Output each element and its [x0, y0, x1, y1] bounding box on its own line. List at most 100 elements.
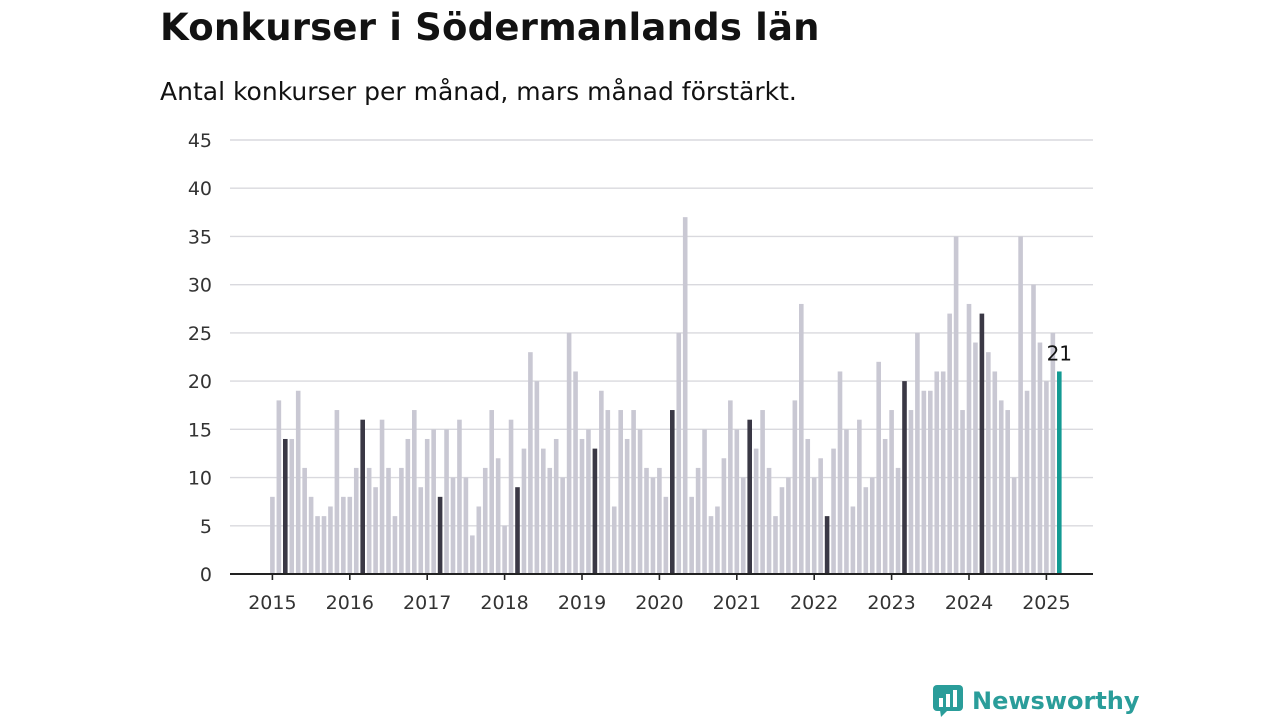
y-tick-label: 0: [200, 564, 212, 586]
bar: [605, 410, 611, 574]
bar: [1044, 381, 1049, 574]
bar: [902, 381, 907, 574]
bar: [495, 458, 501, 574]
bar: [347, 496, 353, 574]
bar: [366, 467, 372, 574]
bar: [676, 332, 682, 574]
bar: [773, 516, 778, 574]
bar: [1024, 390, 1030, 574]
bar: [1050, 332, 1056, 574]
bar: [611, 506, 617, 574]
bar: [728, 400, 733, 574]
bar: [734, 429, 740, 574]
bar: [876, 361, 881, 574]
bar: [328, 506, 333, 574]
bar: [573, 371, 578, 574]
newsworthy-logo-icon: [933, 685, 963, 717]
bar: [824, 516, 830, 574]
bar: [753, 448, 759, 574]
bar: [341, 496, 346, 574]
bar: [373, 487, 378, 574]
x-tick-label: 2025: [1022, 592, 1070, 614]
bar: [553, 438, 559, 574]
bar: [1037, 342, 1043, 574]
bar: [321, 516, 327, 574]
brand-name: Newsworthy: [972, 687, 1140, 715]
bar: [947, 313, 952, 574]
y-tick-label: 5: [200, 516, 212, 538]
bar: [637, 429, 643, 574]
chart-subtitle: Antal konkurser per månad, mars månad fö…: [160, 77, 797, 106]
bar: [869, 477, 875, 574]
bar: [489, 410, 494, 574]
bar: [998, 400, 1004, 574]
bar: [760, 410, 765, 574]
bar: [670, 410, 675, 574]
bar: [882, 438, 888, 574]
bar: [786, 477, 791, 574]
newsworthy-brand: Newsworthy: [932, 683, 1140, 719]
bar: [689, 496, 694, 574]
bar: [295, 390, 301, 574]
bar: [534, 381, 540, 574]
bar: [431, 429, 436, 574]
y-tick-label: 10: [188, 468, 212, 490]
x-tick-label: 2019: [558, 592, 606, 614]
bar: [973, 342, 978, 574]
bar: [799, 303, 804, 574]
bar: [708, 516, 714, 574]
bar: [928, 390, 933, 574]
bar: [650, 477, 656, 574]
bar: [528, 352, 533, 574]
bar: [360, 419, 365, 574]
bar: [405, 438, 411, 574]
bar: [386, 467, 391, 574]
y-tick-label: 20: [188, 371, 212, 393]
bar: [805, 438, 811, 574]
x-tick-label: 2015: [248, 592, 296, 614]
bars: [270, 217, 1062, 574]
bar: [1005, 410, 1010, 574]
bar: [470, 535, 475, 574]
bar: [960, 410, 965, 574]
x-tick-label: 2020: [635, 592, 683, 614]
bar: [521, 448, 527, 574]
bar: [889, 410, 894, 574]
bar: [682, 217, 688, 574]
bar: [560, 477, 565, 574]
bar: [915, 332, 920, 574]
bar: [566, 332, 572, 574]
x-tick-label: 2022: [790, 592, 838, 614]
bar: [766, 467, 772, 574]
y-tick-label: 40: [188, 178, 212, 200]
bar: [463, 477, 469, 574]
bar: [482, 467, 488, 574]
bar: [986, 352, 991, 574]
bar: [831, 448, 836, 574]
bar: [837, 371, 843, 574]
bar: [353, 467, 359, 574]
bar: [1011, 477, 1017, 574]
bar: [624, 438, 630, 574]
bar: [618, 410, 623, 574]
bar: [818, 458, 823, 574]
y-tick-label: 30: [188, 275, 212, 297]
bar: [283, 438, 288, 574]
bar: [953, 236, 959, 574]
bar: [379, 419, 385, 574]
bar: [792, 400, 798, 574]
bar: [579, 438, 585, 574]
bar: [1018, 236, 1023, 574]
bar: [424, 438, 430, 574]
y-tick-label: 45: [188, 130, 212, 152]
bar: [663, 496, 669, 574]
bar: [437, 496, 443, 574]
bar: [547, 467, 553, 574]
y-axis: 0 5 10 15 20 25 30 35 40 45: [188, 130, 212, 586]
x-tick-label: 2021: [713, 592, 761, 614]
bar: [921, 390, 927, 574]
bar: [966, 303, 972, 574]
bar: [315, 516, 320, 574]
bar: [844, 429, 849, 574]
